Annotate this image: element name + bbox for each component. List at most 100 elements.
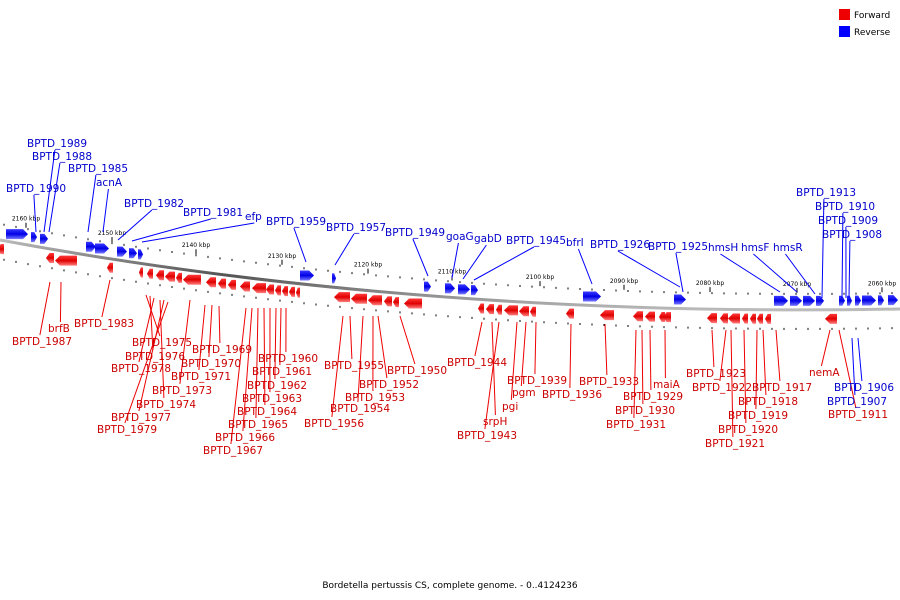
forward-gene-label[interactable]: BPTD_1939 xyxy=(507,375,567,387)
forward-gene-label[interactable]: BPTD_1965 xyxy=(228,419,288,431)
forward-gene-label[interactable]: BPTD_1973 xyxy=(152,385,212,397)
forward-gene-arrow[interactable] xyxy=(728,313,740,324)
forward-gene-label[interactable]: BPTD_1979 xyxy=(97,424,157,436)
reverse-gene-label[interactable]: BPTD_1906 xyxy=(834,382,894,394)
forward-gene-label[interactable]: BPTD_1955 xyxy=(324,360,384,372)
forward-gene-arrow[interactable] xyxy=(659,312,665,323)
forward-gene-label[interactable]: BPTD_1978 xyxy=(111,363,171,375)
forward-gene-arrow[interactable] xyxy=(765,313,771,324)
forward-gene-label[interactable]: BPTD_1921 xyxy=(705,438,765,450)
forward-gene-arrow[interactable] xyxy=(289,286,295,297)
forward-gene-arrow[interactable] xyxy=(496,304,502,315)
reverse-gene-label[interactable]: BPTD_1945 xyxy=(506,235,566,247)
forward-gene-label[interactable]: BPTD_1987 xyxy=(12,336,72,348)
forward-gene-arrow[interactable] xyxy=(282,286,288,297)
forward-gene-arrow[interactable] xyxy=(165,271,175,282)
forward-gene-label[interactable]: BPTD_1923 xyxy=(686,368,746,380)
forward-gene-arrow[interactable] xyxy=(504,305,518,316)
reverse-gene-label[interactable]: acnA xyxy=(96,177,123,189)
reverse-gene-arrow[interactable] xyxy=(445,283,455,294)
reverse-gene-label[interactable]: BPTD_1910 xyxy=(815,201,875,213)
reverse-gene-arrow[interactable] xyxy=(332,273,336,284)
reverse-gene-label[interactable]: hmsR xyxy=(773,242,803,254)
forward-gene-label[interactable]: nemA xyxy=(809,367,840,379)
reverse-gene-label[interactable]: BPTD_1982 xyxy=(124,198,184,210)
reverse-gene-arrow[interactable] xyxy=(878,295,884,306)
reverse-gene-arrow[interactable] xyxy=(138,249,143,260)
reverse-gene-label[interactable]: BPTD_1907 xyxy=(827,396,887,408)
reverse-gene-label[interactable]: BPTD_1989 xyxy=(27,138,87,150)
forward-gene-arrow[interactable] xyxy=(393,297,399,308)
forward-gene-arrow[interactable] xyxy=(600,310,614,321)
forward-gene-arrow[interactable] xyxy=(218,278,226,289)
forward-gene-arrow[interactable] xyxy=(156,270,164,281)
forward-gene-label[interactable]: pgi xyxy=(502,401,518,413)
forward-gene-arrow[interactable] xyxy=(478,303,484,314)
forward-gene-arrow[interactable] xyxy=(252,283,266,294)
forward-gene-arrow[interactable] xyxy=(334,292,350,303)
forward-gene-arrow[interactable] xyxy=(384,296,392,307)
forward-gene-arrow[interactable] xyxy=(46,252,54,263)
forward-gene-arrow[interactable] xyxy=(0,244,4,255)
forward-gene-arrow[interactable] xyxy=(757,313,763,324)
reverse-gene-arrow[interactable] xyxy=(424,281,431,292)
forward-gene-arrow[interactable] xyxy=(720,313,728,324)
reverse-gene-arrow[interactable] xyxy=(300,270,314,281)
forward-gene-arrow[interactable] xyxy=(404,298,422,309)
forward-gene-arrow[interactable] xyxy=(55,255,77,266)
forward-gene-label[interactable]: BPTD_1936 xyxy=(542,389,602,401)
reverse-gene-arrow[interactable] xyxy=(855,295,861,306)
forward-gene-label[interactable]: BPTD_1975 xyxy=(132,337,192,349)
forward-gene-arrow[interactable] xyxy=(707,313,717,324)
forward-gene-label[interactable]: BPTD_1970 xyxy=(181,358,241,370)
forward-gene-arrow[interactable] xyxy=(351,293,367,304)
forward-gene-label[interactable]: BPTD_1917 xyxy=(752,382,812,394)
forward-gene-label[interactable]: BPTD_1964 xyxy=(237,406,297,418)
forward-gene-label[interactable]: pgm xyxy=(512,387,536,399)
reverse-gene-label[interactable]: BPTD_1988 xyxy=(32,151,92,163)
forward-gene-arrow[interactable] xyxy=(228,279,236,290)
forward-gene-label[interactable]: BPTD_1967 xyxy=(203,445,263,457)
forward-gene-label[interactable]: brfB xyxy=(48,323,70,335)
forward-gene-label[interactable]: BPTD_1961 xyxy=(252,366,312,378)
forward-gene-arrow[interactable] xyxy=(633,311,643,322)
forward-gene-label[interactable]: BPTD_1971 xyxy=(171,371,231,383)
forward-gene-arrow[interactable] xyxy=(183,274,201,285)
forward-gene-label[interactable]: BPTD_1930 xyxy=(615,405,675,417)
reverse-gene-arrow[interactable] xyxy=(839,295,845,306)
forward-gene-label[interactable]: BPTD_1966 xyxy=(215,432,275,444)
reverse-gene-label[interactable]: BPTD_1908 xyxy=(822,229,882,241)
forward-gene-arrow[interactable] xyxy=(266,284,274,295)
reverse-gene-arrow[interactable] xyxy=(6,229,28,240)
forward-gene-arrow[interactable] xyxy=(530,306,536,317)
forward-gene-label[interactable]: BPTD_1962 xyxy=(247,380,307,392)
reverse-gene-arrow[interactable] xyxy=(816,295,824,306)
forward-gene-arrow[interactable] xyxy=(296,287,300,298)
forward-gene-label[interactable]: BPTD_1963 xyxy=(242,393,302,405)
forward-gene-arrow[interactable] xyxy=(139,267,143,278)
forward-gene-label[interactable]: maiA xyxy=(653,379,681,391)
forward-gene-arrow[interactable] xyxy=(825,313,837,324)
reverse-gene-label[interactable]: hmsF xyxy=(741,242,769,254)
reverse-gene-label[interactable]: BPTD_1925 xyxy=(648,241,708,253)
forward-gene-arrow[interactable] xyxy=(368,295,382,306)
reverse-gene-label[interactable]: BPTD_1957 xyxy=(326,222,386,234)
forward-gene-arrow[interactable] xyxy=(206,277,216,288)
forward-gene-label[interactable]: BPTD_1929 xyxy=(623,391,683,403)
reverse-gene-label[interactable]: gabD xyxy=(474,233,502,245)
forward-gene-label[interactable]: BPTD_1976 xyxy=(125,351,185,363)
forward-gene-label[interactable]: BPTD_1956 xyxy=(304,418,364,430)
reverse-gene-label[interactable]: BPTD_1913 xyxy=(796,187,856,199)
reverse-gene-arrow[interactable] xyxy=(117,246,127,257)
reverse-gene-arrow[interactable] xyxy=(862,295,876,306)
reverse-gene-label[interactable]: efp xyxy=(245,211,262,223)
reverse-gene-label[interactable]: bfrI xyxy=(566,237,584,249)
reverse-gene-label[interactable]: BPTD_1949 xyxy=(385,227,445,239)
forward-gene-arrow[interactable] xyxy=(275,285,281,296)
forward-gene-label[interactable]: BPTD_1950 xyxy=(387,365,447,377)
reverse-gene-arrow[interactable] xyxy=(583,291,601,302)
reverse-gene-arrow[interactable] xyxy=(471,285,478,296)
reverse-gene-arrow[interactable] xyxy=(40,233,48,244)
reverse-gene-arrow[interactable] xyxy=(458,284,470,295)
forward-gene-label[interactable]: BPTD_1974 xyxy=(136,399,196,411)
